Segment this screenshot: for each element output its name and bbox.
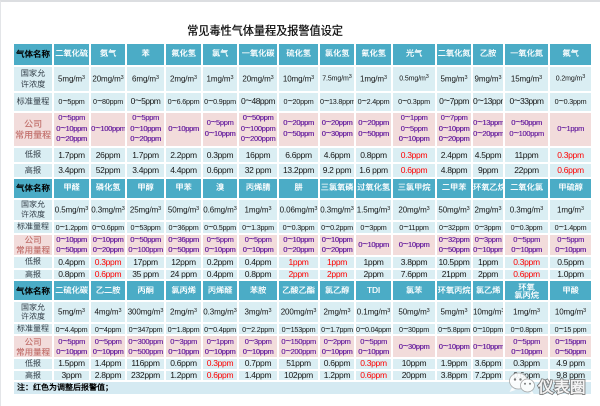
svg-text:仪表圈: 仪表圈 <box>537 376 586 398</box>
